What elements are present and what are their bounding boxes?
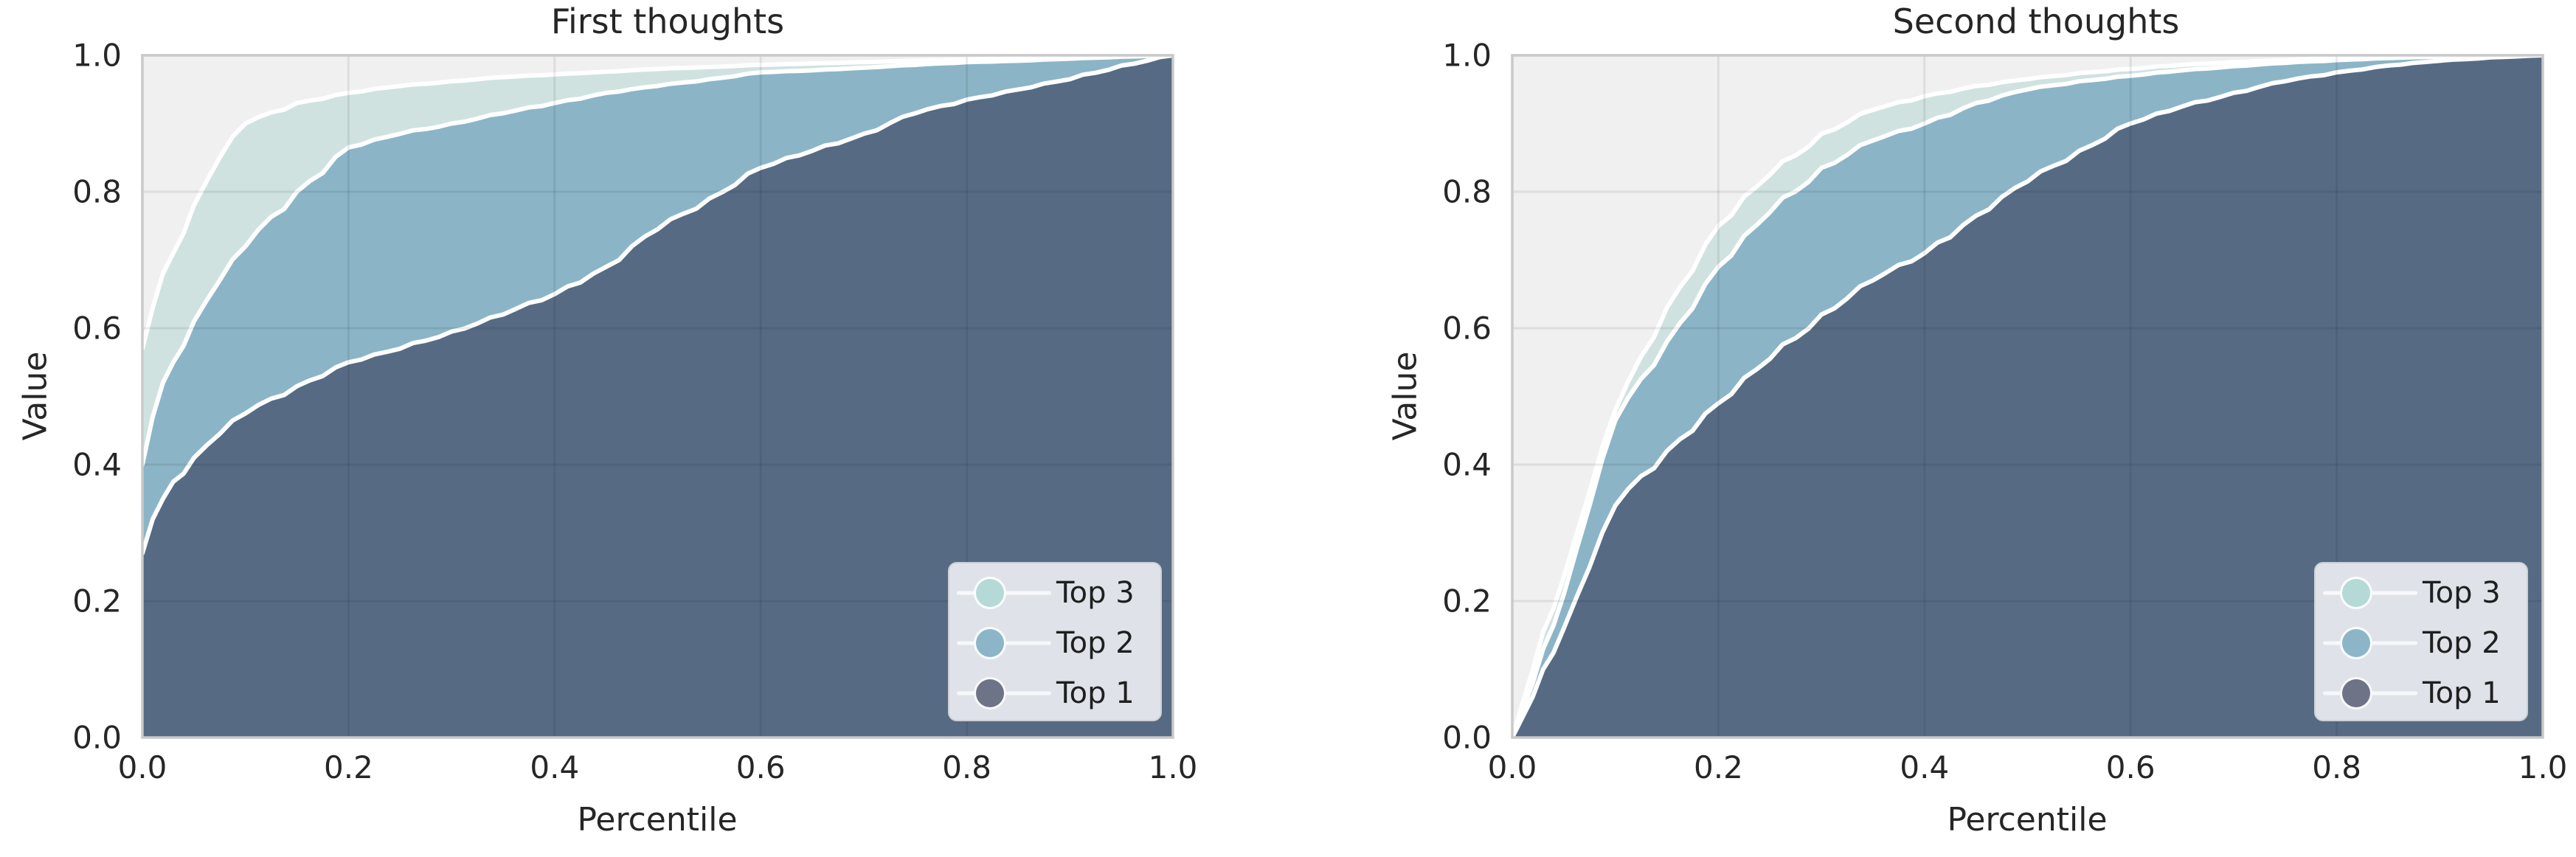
- legend-row-top3: Top 3: [949, 568, 1160, 618]
- x-tick-label: 0.6: [735, 749, 786, 785]
- x-tick-label: 0.2: [323, 749, 373, 785]
- x-tick-label: 1.0: [2518, 749, 2568, 785]
- area-top1: [142, 55, 1173, 738]
- y-tick-label: 0.6: [72, 310, 122, 347]
- legend-row-top1: Top 1: [949, 668, 1160, 718]
- legend-marker-top1-icon: [974, 677, 1006, 709]
- y-tick-label: 1.0: [72, 37, 122, 74]
- x-tick-label: 0.8: [942, 749, 991, 785]
- x-tick-label: 1.0: [1148, 749, 1198, 785]
- x-tick-label: 0.4: [1900, 749, 1950, 785]
- axes-spines: [141, 54, 1174, 739]
- legend-marker-top3-icon: [2340, 577, 2372, 609]
- curve-top1: [140, 53, 1175, 556]
- x-axis-label-right: Percentile: [1947, 801, 2108, 839]
- x-tick-label: 0.2: [1693, 749, 1743, 785]
- legend-marker-top2-icon: [2340, 627, 2372, 659]
- y-tick-label: 0.2: [1442, 583, 1492, 620]
- legend-marker-top3-icon: [974, 577, 1006, 609]
- axes-spines: [1511, 54, 2544, 739]
- x-tick-label: 0.6: [2105, 749, 2156, 785]
- x-axis-label-left: Percentile: [577, 801, 738, 839]
- y-tick-label: 0.0: [72, 719, 122, 756]
- legend-marker-top2-icon: [974, 627, 1006, 659]
- legend-label-top2: Top 2: [1056, 626, 1135, 660]
- y-tick-label: 0.0: [1442, 719, 1492, 756]
- y-axis-label-left: Value: [16, 351, 55, 441]
- curve-top2: [1510, 53, 2545, 740]
- y-tick-label: 0.6: [1442, 310, 1492, 347]
- y-tick-label: 0.4: [72, 446, 122, 483]
- x-tick-label: 0.8: [2312, 749, 2361, 785]
- x-tick-label: 0.0: [117, 749, 167, 785]
- legend-label-top3: Top 3: [1056, 576, 1135, 610]
- curve-top3: [140, 53, 1175, 351]
- y-axis-label-right: Value: [1386, 351, 1424, 441]
- y-tick-label: 0.2: [72, 583, 122, 620]
- x-tick-label: 0.0: [1487, 749, 1537, 785]
- panel-title-second-thoughts: Second thoughts: [1892, 1, 2180, 41]
- legend-row-top1: Top 1: [2316, 668, 2527, 718]
- legend-marker-top1-icon: [2340, 677, 2372, 709]
- legend-first-thoughts: Top 3 Top 2 Top 1: [948, 562, 1162, 721]
- y-tick-label: 0.8: [1442, 173, 1492, 210]
- legend-label-top2: Top 2: [2423, 626, 2501, 660]
- legend-row-top3: Top 3: [2316, 568, 2527, 618]
- legend-row-top2: Top 2: [2316, 618, 2527, 668]
- curve-top1: [1510, 53, 2545, 740]
- y-tick-label: 0.8: [72, 173, 122, 210]
- panel-title-first-thoughts: First thoughts: [550, 1, 785, 41]
- y-tick-label: 0.4: [1442, 446, 1492, 483]
- x-tick-label: 0.4: [530, 749, 580, 785]
- legend-second-thoughts: Top 3 Top 2 Top 1: [2314, 562, 2528, 721]
- y-tick-label: 1.0: [1442, 37, 1492, 74]
- legend-label-top1: Top 1: [1056, 676, 1135, 710]
- area-top1: [1512, 55, 2543, 738]
- legend-row-top2: Top 2: [949, 618, 1160, 668]
- legend-label-top1: Top 1: [2423, 676, 2501, 710]
- curve-top2: [140, 53, 1175, 467]
- legend-label-top3: Top 3: [2423, 576, 2501, 610]
